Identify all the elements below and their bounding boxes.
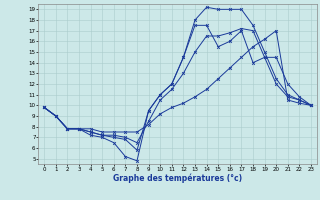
X-axis label: Graphe des températures (°c): Graphe des températures (°c): [113, 173, 242, 183]
